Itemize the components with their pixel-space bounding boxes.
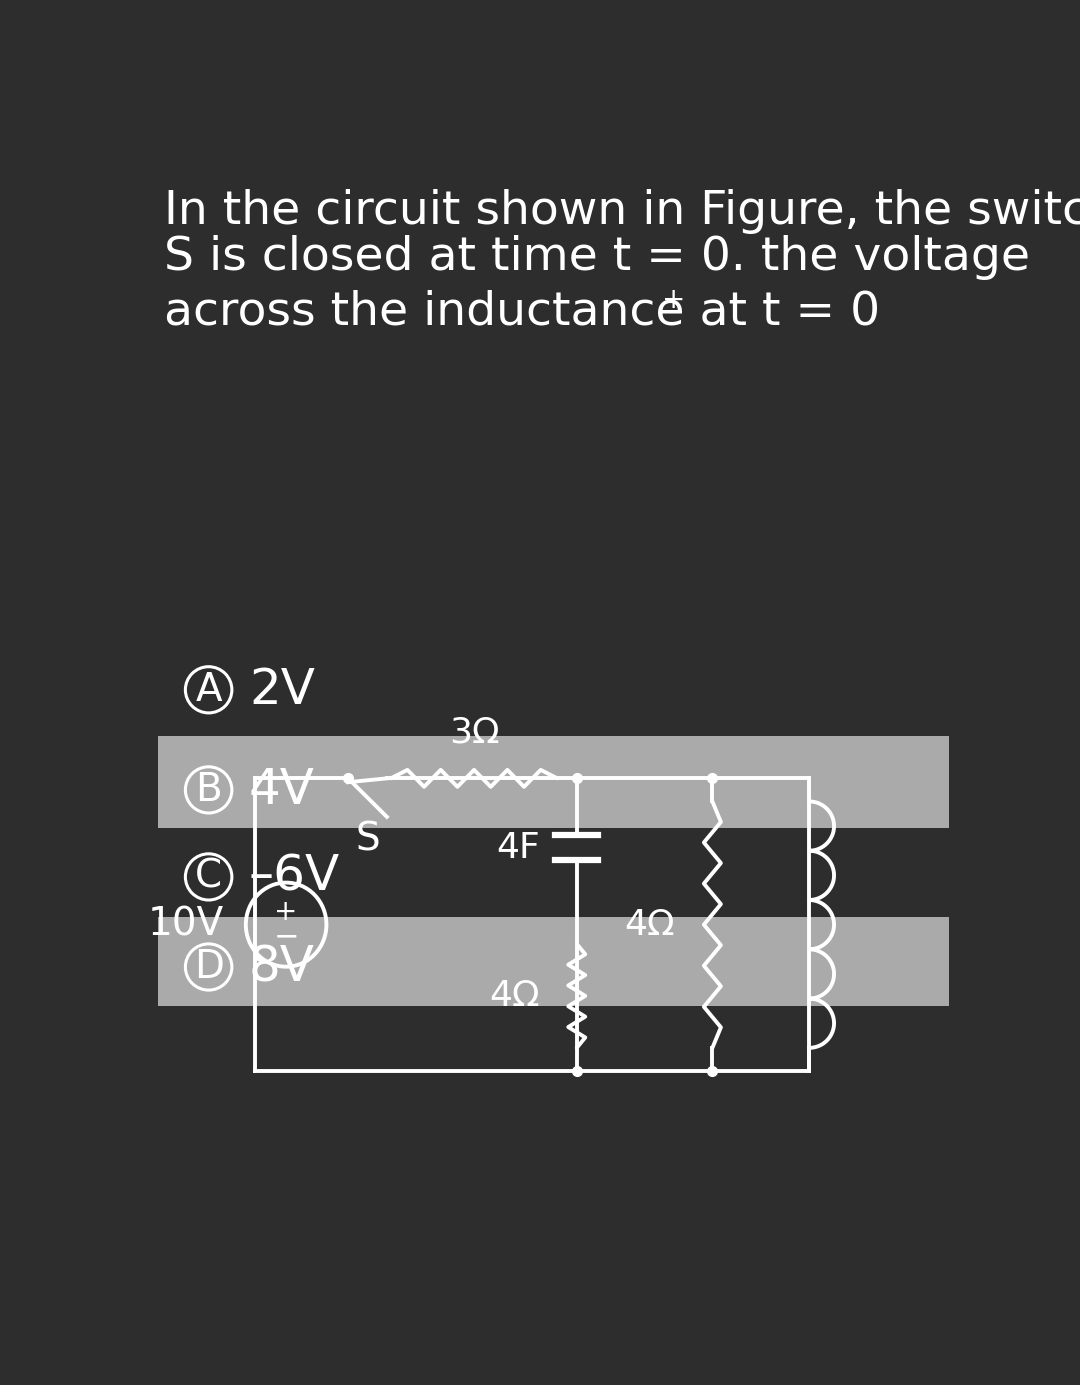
Text: –6V: –6V xyxy=(248,853,340,900)
Text: 8V: 8V xyxy=(248,943,315,992)
Text: +: + xyxy=(274,899,298,927)
Text: 4F: 4F xyxy=(496,831,540,864)
Text: A: A xyxy=(195,670,221,709)
Text: 4Ω: 4Ω xyxy=(489,979,540,1012)
Text: B: B xyxy=(195,771,222,809)
FancyBboxPatch shape xyxy=(159,917,948,1006)
Text: +: + xyxy=(662,285,686,313)
Text: D: D xyxy=(193,947,224,986)
Text: 3Ω: 3Ω xyxy=(449,715,499,749)
Text: −: − xyxy=(273,922,299,951)
Text: In the circuit shown in Figure, the switch: In the circuit shown in Figure, the swit… xyxy=(164,190,1080,234)
Text: S: S xyxy=(355,821,380,859)
FancyBboxPatch shape xyxy=(159,735,948,828)
Text: 4V: 4V xyxy=(248,766,315,814)
Text: S is closed at time t = 0. the voltage: S is closed at time t = 0. the voltage xyxy=(164,235,1030,281)
Text: across the inductance at t = 0: across the inductance at t = 0 xyxy=(164,289,880,334)
Text: C: C xyxy=(195,857,222,896)
Text: 10V: 10V xyxy=(148,906,225,943)
Text: 4Ω: 4Ω xyxy=(624,907,675,942)
Text: 2V: 2V xyxy=(248,666,315,713)
